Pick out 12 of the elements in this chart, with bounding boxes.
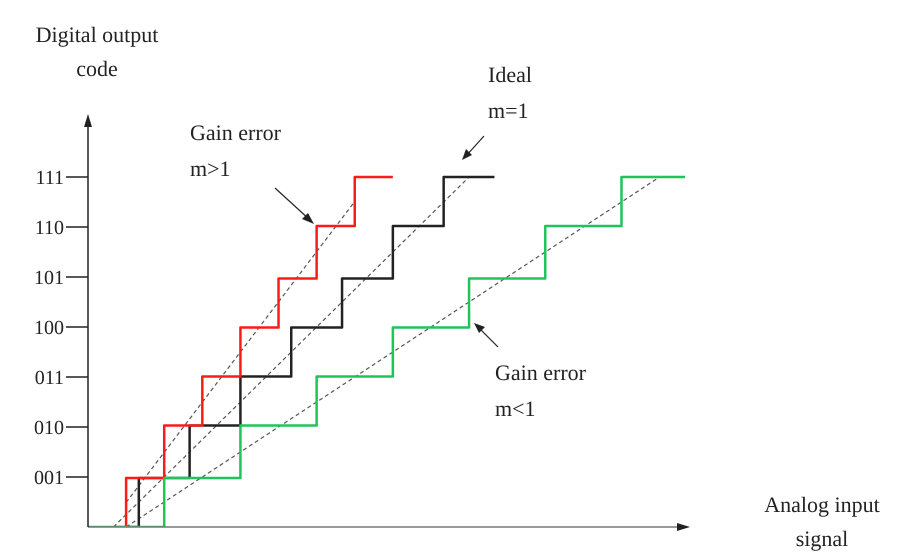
category-label: 111	[35, 167, 64, 190]
category-label: 010	[34, 417, 64, 440]
text: Ideal m=1	[488, 61, 532, 125]
category-label: 011	[34, 367, 64, 390]
category-label: 001	[34, 467, 64, 490]
annotation: Gain error m>1	[190, 119, 282, 183]
annotation: Gain error m<1	[495, 359, 586, 423]
category-label: 100	[34, 317, 64, 340]
category-label: 101	[34, 267, 64, 290]
category-label: 110	[34, 217, 64, 240]
y-axis-title: Digital output code	[34, 21, 160, 83]
x-axis-title: Analog input signal	[763, 491, 881, 553]
